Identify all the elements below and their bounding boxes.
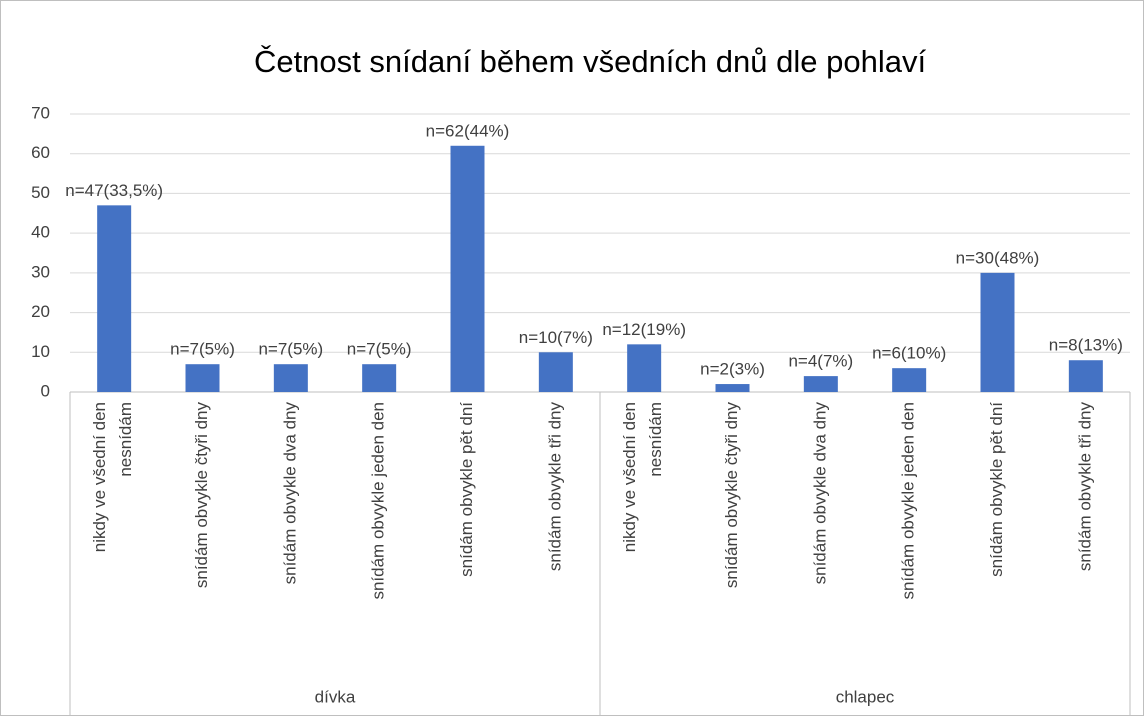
- value-label: n=7(5%): [170, 340, 235, 359]
- value-label: n=6(10%): [872, 344, 946, 363]
- value-label: n=10(7%): [519, 328, 593, 347]
- x-tick-label: snídám obvykle pět dní: [987, 402, 1006, 577]
- y-tick-label: 50: [31, 183, 50, 202]
- y-tick-label: 10: [31, 342, 50, 361]
- value-label: n=62(44%): [426, 121, 510, 140]
- y-tick-label: 40: [31, 223, 50, 242]
- value-label: n=30(48%): [956, 248, 1040, 267]
- x-tick-label: snídám obvykle dva dny: [280, 402, 299, 585]
- group-label: chlapec: [836, 687, 895, 706]
- y-tick-label: 70: [31, 103, 50, 122]
- value-label: n=7(5%): [258, 340, 323, 359]
- x-tick-label: snídám obvykle čtyři dny: [192, 402, 211, 589]
- y-tick-label: 20: [31, 302, 50, 321]
- x-tick-label: snídám obvykle jeden den: [899, 402, 918, 600]
- x-tick-label: snídám obvykle jeden den: [369, 402, 388, 600]
- bar: [803, 376, 838, 392]
- bar: [980, 272, 1015, 392]
- bar: [450, 145, 485, 392]
- x-tick-label: snídám obvykle tři dny: [1075, 402, 1094, 572]
- bar: [273, 364, 308, 392]
- bar: [715, 384, 750, 392]
- x-tick-label: snídám obvykle pět dní: [457, 402, 476, 577]
- value-label: n=7(5%): [347, 340, 412, 359]
- group-label: dívka: [315, 687, 356, 706]
- x-tick-label: snídám obvykle dva dny: [810, 402, 829, 585]
- x-tick-label: nikdy ve všední den nesnídám: [621, 402, 666, 552]
- x-tick-label: snídám obvykle tři dny: [545, 402, 564, 572]
- y-tick-label: 60: [31, 143, 50, 162]
- x-tick-label: nikdy ve všední den nesnídám: [91, 402, 136, 552]
- bar: [538, 352, 573, 392]
- bar: [892, 368, 927, 392]
- bar: [97, 205, 132, 392]
- value-label: n=4(7%): [788, 352, 853, 371]
- x-tick-label: snídám obvykle čtyři dny: [722, 402, 741, 589]
- bar: [185, 364, 220, 392]
- chart-title: Četnost snídaní během všedních dnů dle p…: [254, 44, 927, 79]
- value-label: n=47(33,5%): [65, 181, 163, 200]
- y-tick-label: 0: [41, 381, 50, 400]
- value-label: n=2(3%): [700, 360, 765, 379]
- bar: [627, 344, 662, 392]
- y-tick-label: 30: [31, 262, 50, 281]
- bar: [1068, 360, 1103, 392]
- value-label: n=12(19%): [602, 320, 686, 339]
- bar: [362, 364, 397, 392]
- value-label: n=8(13%): [1049, 336, 1123, 355]
